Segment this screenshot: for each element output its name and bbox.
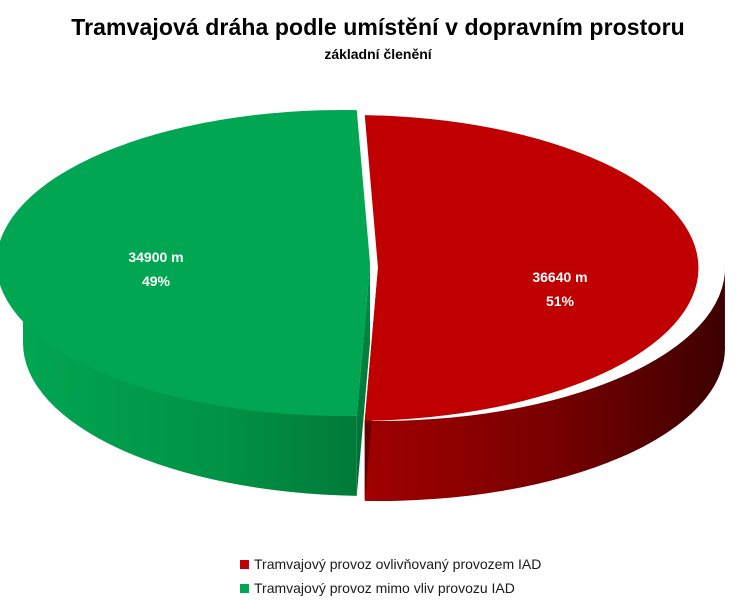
pie-slice-group	[364, 115, 725, 502]
pie-slice-group	[0, 110, 370, 496]
data-label-percent-green: 49%	[142, 273, 171, 289]
legend-swatch-green	[240, 583, 249, 593]
chart-subtitle: základní členění	[324, 46, 432, 62]
pie-slice-green	[0, 110, 370, 416]
chart-legend: Tramvajový provoz ovlivňovaný provozem I…	[240, 552, 541, 600]
legend-item-mimo-iad: Tramvajový provoz mimo vliv provozu IAD	[240, 576, 541, 600]
pie-slice-red	[364, 115, 699, 421]
legend-item-iad: Tramvajový provoz ovlivňovaný provozem I…	[240, 552, 541, 576]
data-label-value-red: 36640 m	[532, 269, 587, 285]
pie-slice-cut-green	[356, 263, 370, 496]
data-label-value-green: 34900 m	[128, 249, 183, 265]
pie-slice-side-green	[23, 263, 357, 496]
chart-title: Tramvajová dráha podle umístění v doprav…	[71, 14, 685, 40]
data-label-percent-red: 51%	[546, 293, 575, 309]
legend-label: Tramvajový provoz ovlivňovaný provozem I…	[254, 556, 542, 572]
legend-label: Tramvajový provoz mimo vliv provozu IAD	[254, 580, 515, 596]
legend-swatch-red	[240, 559, 249, 569]
pie-slice-side-red	[364, 264, 725, 502]
